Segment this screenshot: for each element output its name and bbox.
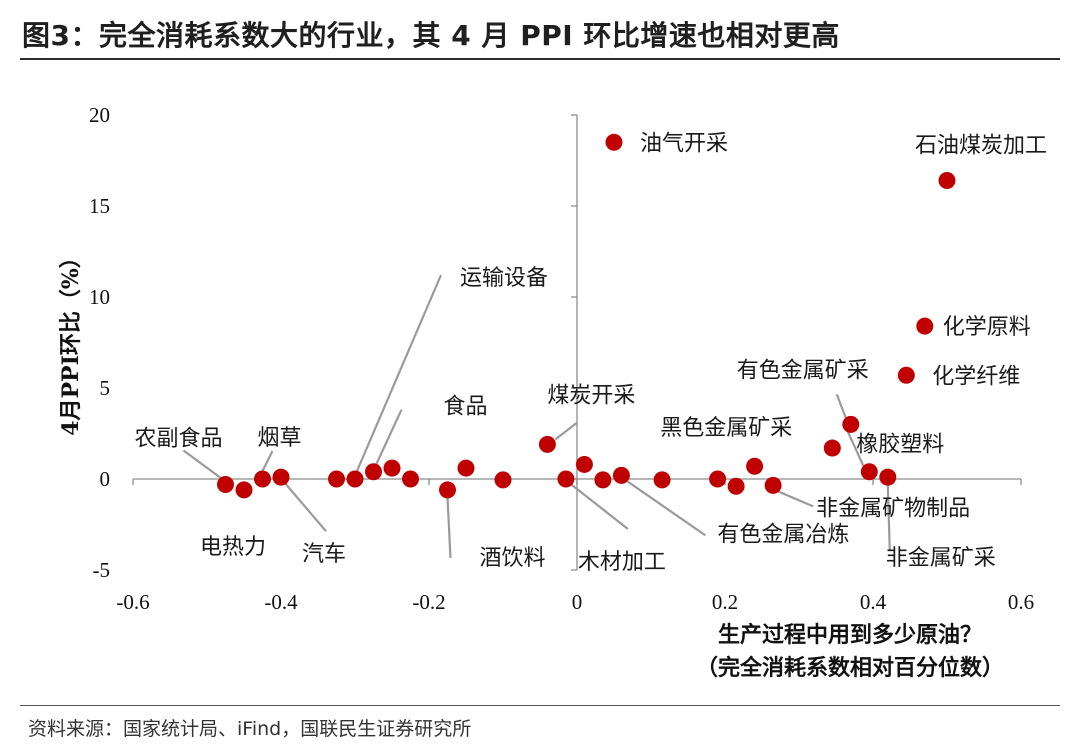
scatter-point [727,477,745,495]
scatter-point [653,471,671,489]
x-tick-label: 0.4 [860,590,887,614]
x-tick-label: 0.6 [1008,590,1034,614]
y-tick-label: 0 [100,467,111,491]
point-label: 非金属矿物制品 [816,496,970,521]
y-tick-label: 10 [89,285,110,309]
scatter-point [605,133,623,151]
title-divider [20,58,1060,60]
scatter-point [254,470,271,488]
scatter-point [916,317,934,335]
footer-divider [20,705,1060,706]
point-label: 有色金属冶炼 [717,522,849,547]
scatter-point [365,463,382,481]
scatter-point [860,463,878,481]
x-tick-label: 0.2 [712,590,738,614]
point-label: 农副食品 [135,426,223,451]
scatter-point [538,435,556,453]
leader-line [777,490,814,508]
leader-line [261,450,274,472]
point-label: 黑色金属矿采 [660,416,792,441]
x-axis-label-line1: 生产过程中用到多少原油？ [718,622,982,648]
scatter-point [823,439,841,457]
leader-line [626,480,707,537]
scatter-chart: -5 0 5 10 15 20 -0.6 -0.4 -0.2 0 0.2 0.4 0.6 油气开采 石油煤… [58,103,1048,681]
scatter-point [272,468,290,486]
point-label: 食品 [444,395,488,420]
point-label: 油气开采 [640,131,728,156]
leader-line [284,482,327,532]
leader-line [571,484,629,530]
scatter-point [402,470,419,488]
scatter-point [494,471,512,489]
point-label: 运输设备 [460,266,548,291]
figure-title: 图3：完全消耗系数大的行业，其 4 月 PPI 环比增速也相对更高 [22,19,840,52]
scatter-point [439,481,456,499]
point-label: 酒饮料 [480,546,546,571]
scatter-point [217,475,234,493]
data-points [217,133,956,499]
scatter-point [897,366,915,384]
point-label: 石油煤炭加工 [915,134,1047,159]
point-label: 化学原料 [943,315,1031,340]
scatter-point [938,172,956,190]
y-tick-label: 15 [89,194,110,218]
y-axis-label: 4月PPI环比（%） [58,246,84,436]
point-label: 非金属矿采 [886,546,996,571]
leader-line [375,409,403,465]
scatter-point [594,471,612,489]
point-label: 有色金属矿采 [737,358,869,383]
point-label: 化学纤维 [932,364,1020,389]
y-tick-label: -5 [93,558,111,582]
scatter-point [575,455,593,473]
x-tick-label: -0.4 [264,590,298,614]
leader-line [182,449,223,480]
scatter-point [383,459,401,477]
y-tick-label: 5 [100,376,111,400]
leader-line [835,394,848,421]
leader-lines [182,274,891,558]
x-tick-label: -0.6 [116,590,149,614]
x-tick-label: 0 [572,590,583,614]
point-label: 木材加工 [578,550,666,575]
scatter-point [842,415,860,433]
point-label: 煤炭开采 [547,383,635,408]
source-note: 资料来源：国家统计局、iFind，国联民生证券研究所 [28,718,472,740]
point-label: 烟草 [258,426,302,451]
scatter-point [612,466,630,484]
point-label: 橡胶塑料 [856,433,944,458]
leader-line [355,274,443,472]
scatter-point [457,459,475,477]
scatter-point [764,476,782,494]
leader-line [554,421,579,441]
x-axis-label-line2: （完全消耗系数相对百分位数） [696,655,1004,681]
scatter-point [346,470,364,488]
leader-line [446,497,452,558]
scatter-point [709,470,727,488]
leader-line [886,485,891,552]
scatter-point [328,470,345,488]
point-label: 汽车 [302,542,346,567]
y-tick-label: 20 [89,103,110,127]
scatter-point [879,468,897,486]
scatter-point [557,470,575,488]
x-tick-label: -0.2 [412,590,445,614]
scatter-point [235,481,253,499]
point-label: 电热力 [200,535,266,560]
scatter-point [746,457,764,475]
